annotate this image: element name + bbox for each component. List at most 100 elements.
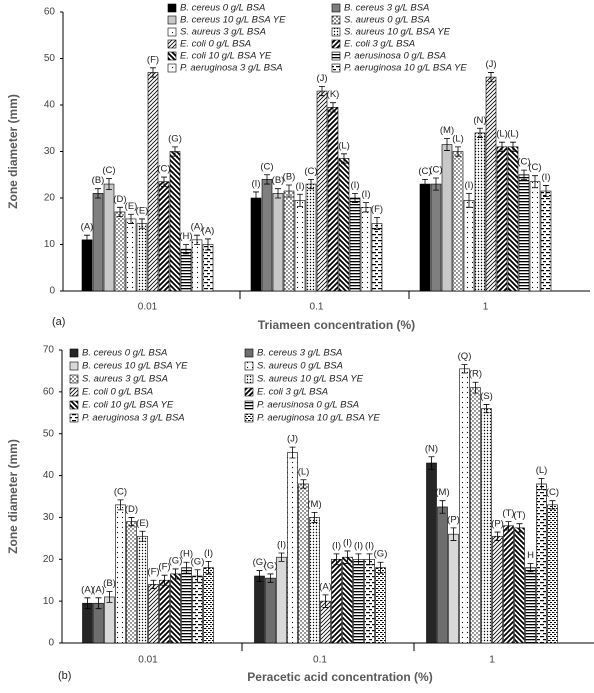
bar [441,144,453,292]
error-bar [183,561,190,574]
error-bar [483,404,490,414]
significance-label: (L) [338,140,350,151]
bar [430,183,442,292]
error-bar [300,479,307,489]
bar [294,200,306,292]
significance-label: (C) [102,165,115,176]
significance-label: (A) [81,584,94,595]
legend-label: S. aureus 10 g/L BSA YE [257,374,364,385]
bar [529,181,541,292]
error-bar [172,568,179,580]
error-bar [516,523,523,533]
error-bar [521,169,527,180]
significance-label: (B) [103,578,116,589]
y-tick-label: 50 [43,428,55,439]
legend-label: E. coli 10 g/L BSA YE [180,51,272,62]
error-bar [330,102,336,113]
significance-label: (I) [296,181,305,192]
error-bar [95,188,101,199]
bar [437,506,448,644]
legend-label: B. cereus 0 g/L BSA [180,3,265,14]
significance-label: (F) [147,54,159,65]
bar [371,223,383,292]
bar [158,181,170,292]
error-bar [264,174,270,185]
bar [459,368,470,644]
bar [452,151,464,292]
significance-label: (I) [365,540,374,551]
error-bar [363,202,369,213]
bar [448,533,459,644]
error-bar [505,521,512,531]
bar [147,72,159,292]
error-bar [286,184,292,198]
bar [481,408,492,644]
legend-swatch [331,63,341,73]
legend-swatch [244,361,254,371]
legend-swatch [331,3,341,13]
error-bar [466,192,472,208]
bar [547,504,558,644]
error-bar [499,141,505,152]
bar [536,483,547,644]
significance-label: (B) [283,171,296,182]
significance-label: (G) [264,560,278,571]
significance-label: (G) [169,555,183,566]
significance-label: (M) [307,499,321,510]
significance-label: (S) [480,391,493,402]
bar [360,207,372,292]
significance-label: (G) [191,556,205,567]
x-tick-label: 1 [489,655,495,666]
bar [272,193,284,292]
legend-label: B. cereus 10 g/L BSA YE [82,361,188,372]
significance-label: (I) [351,180,360,191]
legend-label: P. aerusinosa 0 g/L BSA [257,400,359,411]
legend-swatch [244,400,254,410]
bar [81,239,93,292]
bar [507,146,519,292]
significance-label: (D) [125,504,138,515]
error-bar [450,527,457,541]
error-bar [117,499,124,511]
significance-label: (Q) [458,351,472,362]
error-bar [319,86,325,97]
error-bar [444,138,450,151]
significance-label: (I) [465,180,474,191]
significance-label: (C) [304,166,317,177]
legend-swatch [244,374,254,384]
error-bar [422,179,428,190]
bar [159,579,170,644]
significance-label: (J) [287,434,298,445]
y-axis-title: Zone diameter (mm) [6,94,20,209]
y-tick-label: 70 [43,345,55,356]
error-bar [194,569,201,583]
legend-swatch [331,51,341,61]
bar [349,197,361,292]
legend-label: E. coli 0 g/L BSA [180,39,251,50]
bar [514,527,525,644]
x-axis-title: Peracetic acid concentration (%) [247,670,432,684]
legend-swatch [244,348,254,358]
bar [540,190,552,292]
error-bar [341,153,347,164]
bar [364,558,375,644]
legend-label: B. cereus 10 g/L BSA YE [180,15,286,26]
error-bar [297,193,303,207]
legend-label: S. aureus 0 g/L BSA [344,15,430,26]
significance-label: (H) [179,231,192,242]
x-tick-label: 0.01 [138,655,158,666]
significance-label: (F) [147,567,159,578]
x-tick-label: 0.1 [313,655,327,666]
bar [463,200,475,292]
significance-label: (A) [92,584,105,595]
significance-label: (L) [298,466,310,477]
significance-label: (B) [272,175,285,186]
significance-label: (P) [447,514,460,525]
bar [265,577,276,644]
significance-label: (I) [252,178,261,189]
error-bar [128,517,135,527]
error-bar [150,67,156,78]
error-bar [428,456,435,470]
bar [115,504,126,644]
significance-label: (J) [485,59,496,70]
